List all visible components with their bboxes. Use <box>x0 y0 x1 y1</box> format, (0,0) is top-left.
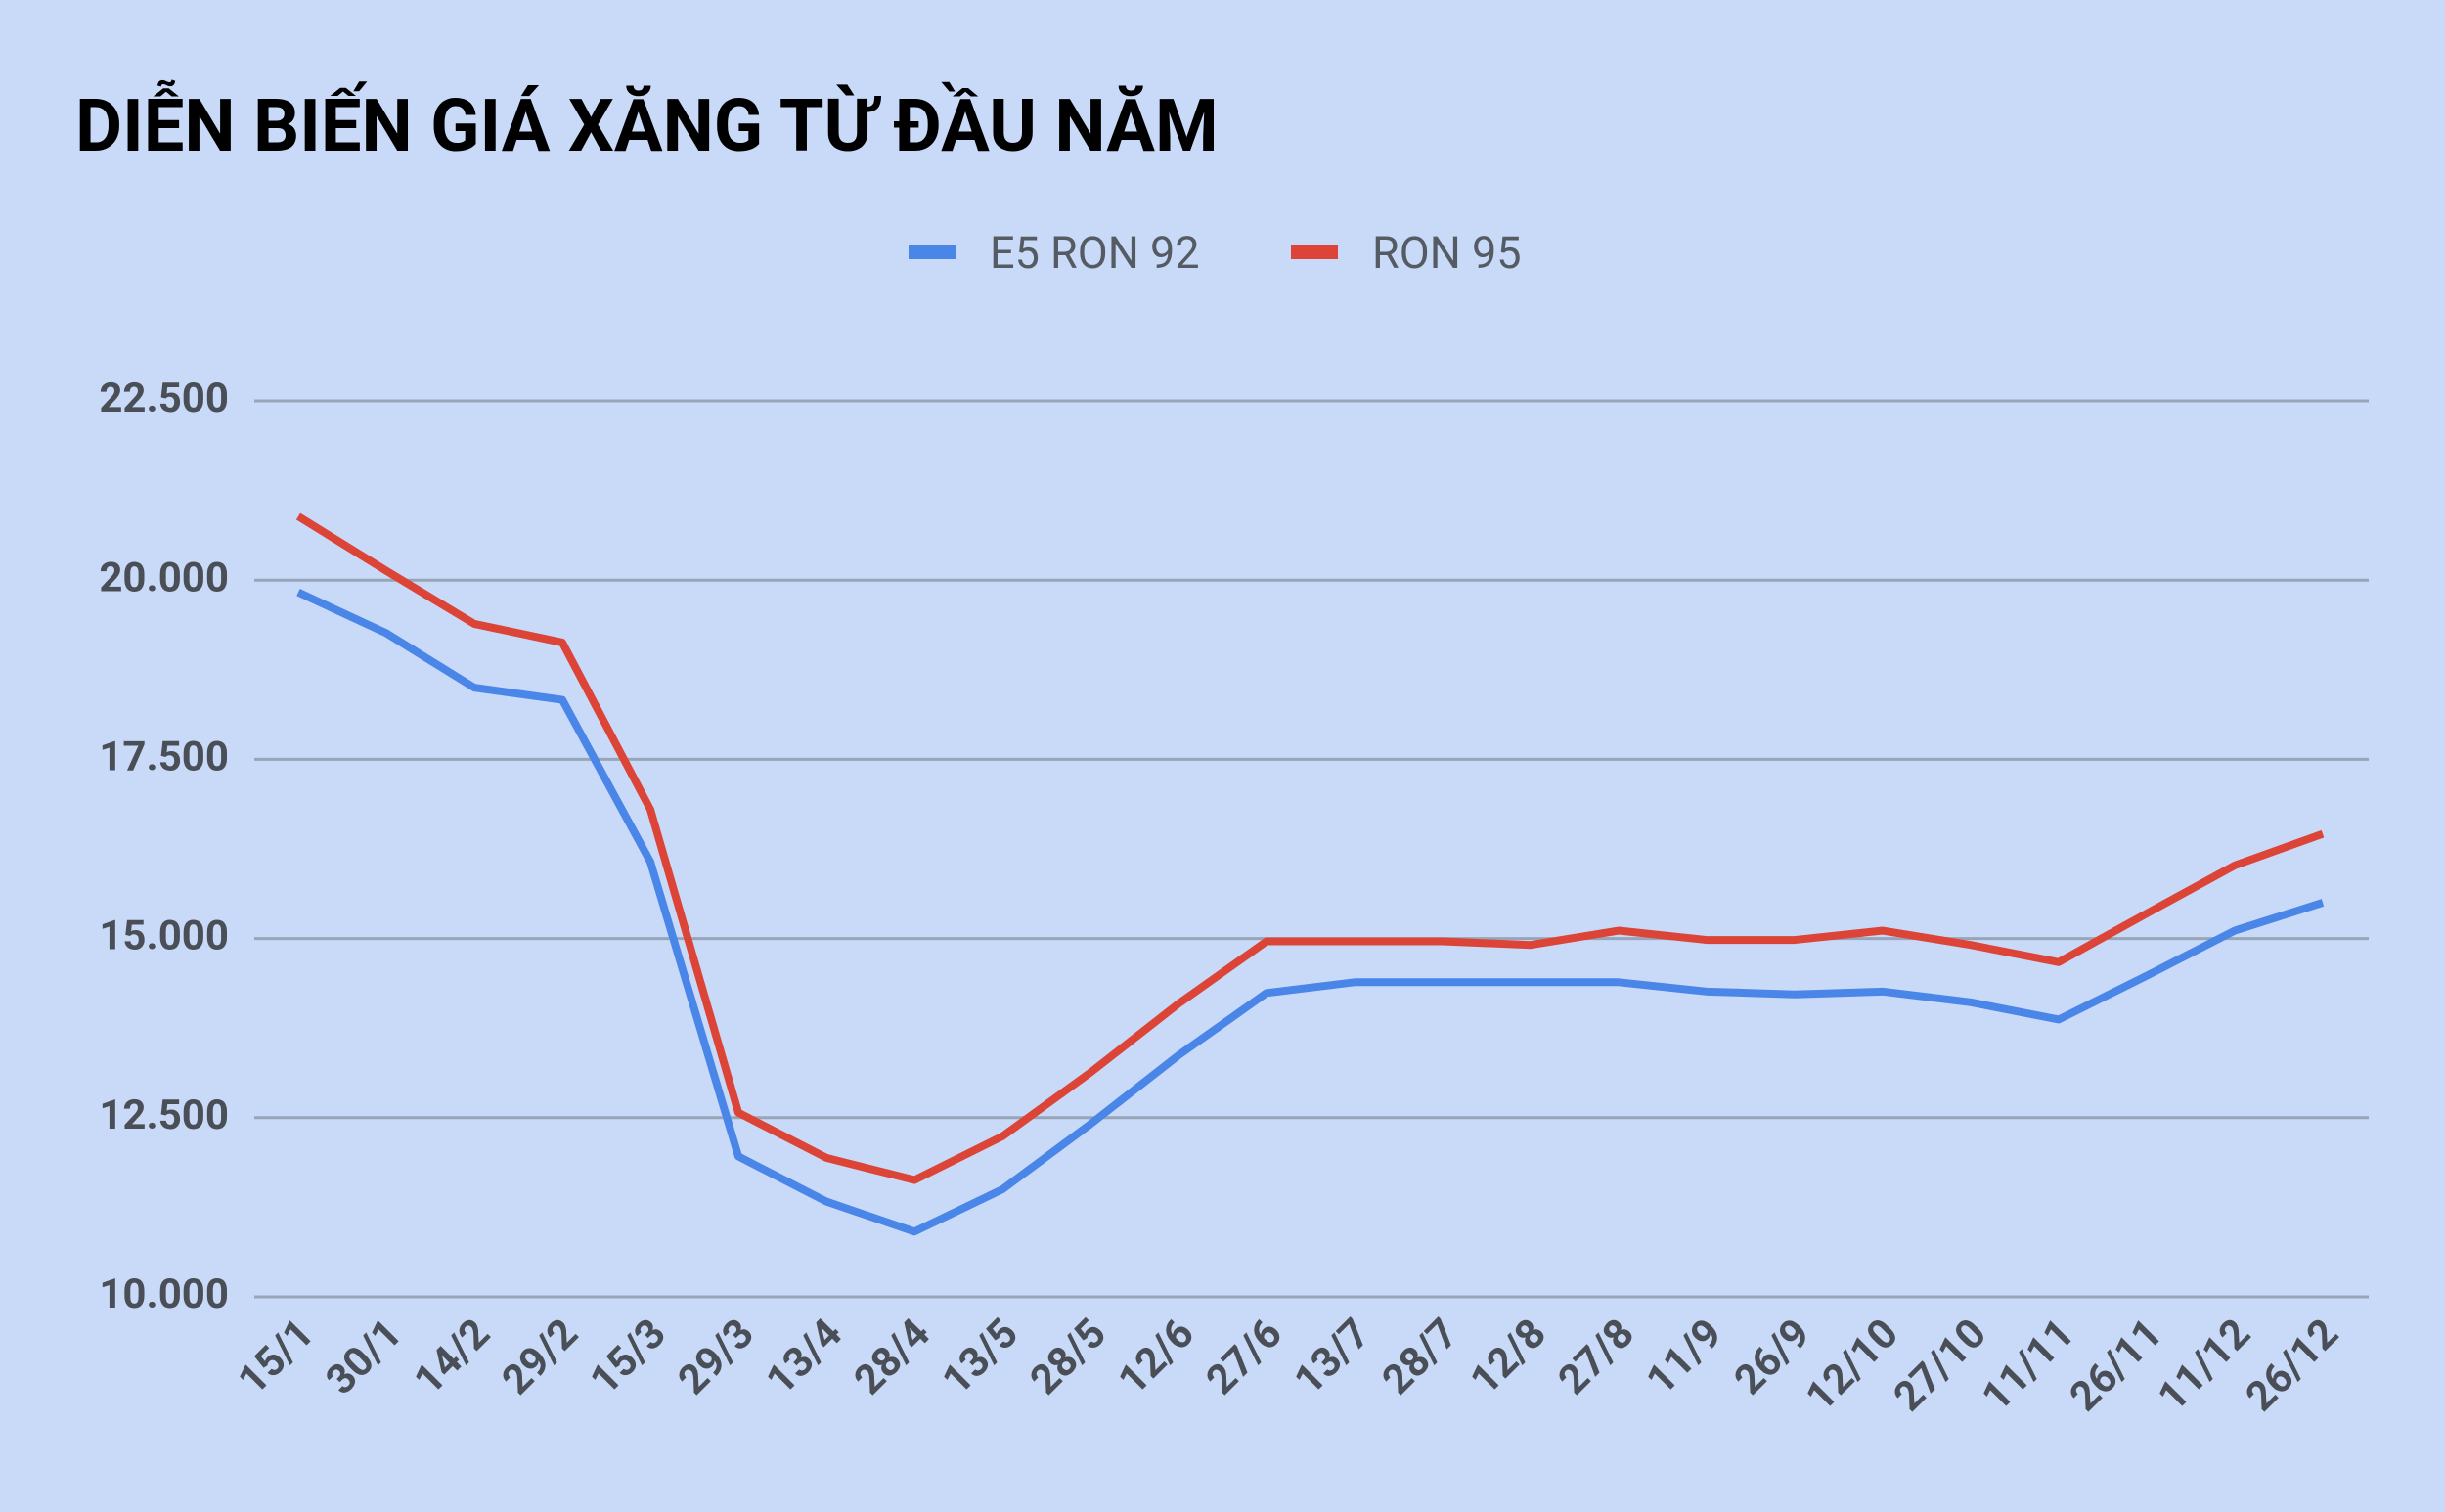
y-tick-label: 17.500 <box>99 733 229 780</box>
series-line <box>295 512 2325 1184</box>
y-tick-label: 12.500 <box>99 1091 229 1139</box>
y-tick-label: 10.000 <box>99 1270 229 1318</box>
legend-label: RON 95 <box>1372 227 1522 279</box>
chart-title: DIỄN BIẾN GIÁ XĂNG TỪ ĐẦU NĂM <box>75 79 1219 169</box>
y-tick-label: 20.000 <box>99 554 229 601</box>
series-line <box>296 589 2325 1236</box>
y-tick-label: 22.500 <box>99 375 229 422</box>
y-tick-label: 15.000 <box>99 912 229 960</box>
legend-label: E5 RON 92 <box>990 227 1200 279</box>
